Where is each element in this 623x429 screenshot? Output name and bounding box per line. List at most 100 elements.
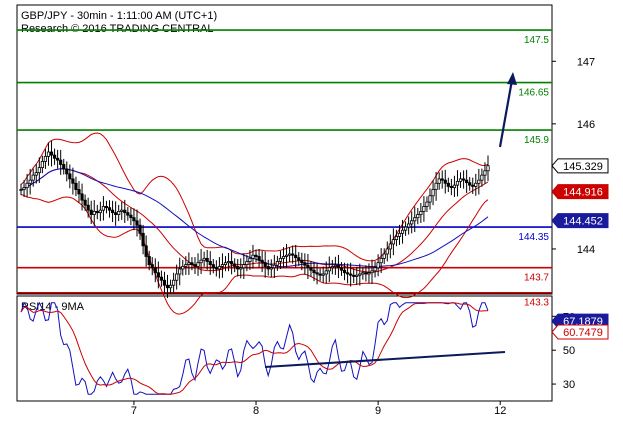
candle-body bbox=[187, 262, 191, 265]
candle-body bbox=[370, 270, 374, 274]
candle-body bbox=[452, 184, 457, 189]
candle-body bbox=[165, 284, 170, 289]
candle-body bbox=[80, 193, 84, 201]
candle-body bbox=[117, 211, 121, 215]
candle-body bbox=[434, 182, 438, 190]
candle-body bbox=[306, 264, 310, 269]
candle-body bbox=[110, 209, 115, 214]
candle-body bbox=[361, 272, 365, 275]
candle-body bbox=[190, 262, 194, 265]
candle-body bbox=[196, 262, 200, 267]
candle-body bbox=[147, 256, 151, 265]
candle-body bbox=[254, 254, 258, 257]
candle-body bbox=[446, 182, 450, 187]
candle-body bbox=[373, 267, 377, 272]
candle-body bbox=[474, 182, 478, 187]
candle-body bbox=[266, 266, 270, 270]
candle-body bbox=[376, 262, 380, 269]
candle-body bbox=[394, 236, 399, 240]
candle-body bbox=[236, 266, 240, 270]
candle-body bbox=[223, 262, 228, 265]
candle-body bbox=[172, 279, 176, 286]
candle-body bbox=[98, 209, 102, 214]
candle-body bbox=[46, 151, 51, 157]
candle-body bbox=[312, 269, 316, 274]
x-tick-label: 7 bbox=[131, 405, 137, 417]
candle-body bbox=[422, 206, 426, 212]
candle-body bbox=[214, 267, 218, 270]
candle-body bbox=[19, 189, 23, 191]
candle-body bbox=[407, 223, 411, 228]
candle-body bbox=[245, 261, 249, 265]
level-label: 147.5 bbox=[524, 35, 549, 46]
candle-body bbox=[120, 209, 124, 212]
candle-body bbox=[461, 178, 466, 181]
candle-body bbox=[327, 267, 331, 272]
level-label: 146.65 bbox=[518, 88, 549, 99]
candle-body bbox=[156, 272, 160, 278]
candle-body bbox=[43, 155, 48, 162]
candle-body bbox=[333, 264, 337, 267]
candle-body bbox=[397, 232, 402, 237]
candle-body bbox=[178, 268, 182, 275]
candle-body bbox=[220, 264, 225, 267]
candle-body bbox=[230, 261, 234, 265]
candle-body bbox=[86, 204, 90, 211]
rsi-tick-label: 50 bbox=[563, 345, 575, 357]
price-badge-label: 144.916 bbox=[563, 187, 603, 199]
candle-body bbox=[355, 274, 359, 277]
candle-body bbox=[385, 248, 389, 255]
candle-body bbox=[22, 187, 26, 190]
candle-body bbox=[226, 261, 231, 264]
candle-body bbox=[104, 206, 109, 209]
candle-body bbox=[486, 165, 490, 172]
candle-body bbox=[291, 253, 295, 256]
candle-body bbox=[77, 189, 81, 195]
candle-body bbox=[68, 173, 72, 180]
candle-body bbox=[471, 184, 475, 187]
price-badge-label: 60.7479 bbox=[563, 327, 603, 339]
candle-body bbox=[483, 170, 487, 176]
candle-body bbox=[379, 257, 383, 264]
moving-averages bbox=[20, 168, 489, 273]
rsi-ma-line bbox=[20, 302, 489, 395]
candle-body bbox=[440, 178, 444, 181]
candle-body bbox=[251, 254, 255, 259]
price-badge-label: 145.329 bbox=[563, 161, 603, 173]
candle-body bbox=[25, 182, 29, 189]
candle-body bbox=[477, 179, 481, 184]
candle-body bbox=[92, 211, 96, 215]
price-tick-label: 144 bbox=[577, 244, 595, 256]
candle-body bbox=[428, 195, 432, 203]
candle-body bbox=[345, 272, 350, 275]
candle-body bbox=[168, 284, 173, 289]
price-badge bbox=[551, 184, 609, 200]
candle-body bbox=[257, 256, 261, 261]
price-badge bbox=[551, 158, 609, 174]
candle-body bbox=[321, 273, 325, 276]
candle-body bbox=[31, 174, 35, 181]
candle-body bbox=[309, 267, 313, 271]
candle-body bbox=[159, 276, 164, 281]
rsi-line bbox=[20, 301, 489, 395]
price-badge bbox=[551, 324, 609, 340]
candle-body bbox=[419, 211, 423, 215]
candle-body bbox=[175, 273, 179, 281]
lower-band bbox=[20, 194, 489, 315]
candle-body bbox=[150, 264, 154, 269]
slow-moving-average bbox=[20, 168, 489, 268]
x-tick-label: 8 bbox=[253, 405, 259, 417]
candle-body bbox=[480, 174, 484, 181]
candle-body bbox=[431, 189, 435, 197]
candle-body bbox=[324, 270, 328, 275]
candle-body bbox=[288, 253, 292, 256]
candle-body bbox=[342, 269, 347, 274]
candle-body bbox=[349, 273, 353, 276]
candle-body bbox=[153, 267, 157, 274]
candle-body bbox=[208, 261, 212, 265]
candle-body bbox=[275, 261, 279, 266]
candle-body bbox=[59, 159, 63, 165]
rsi-trendline bbox=[264, 351, 506, 368]
chart-title: GBP/JPY - 30min - 1:11:00 AM (UTC+1) bbox=[21, 10, 217, 22]
candle-body bbox=[352, 274, 356, 277]
